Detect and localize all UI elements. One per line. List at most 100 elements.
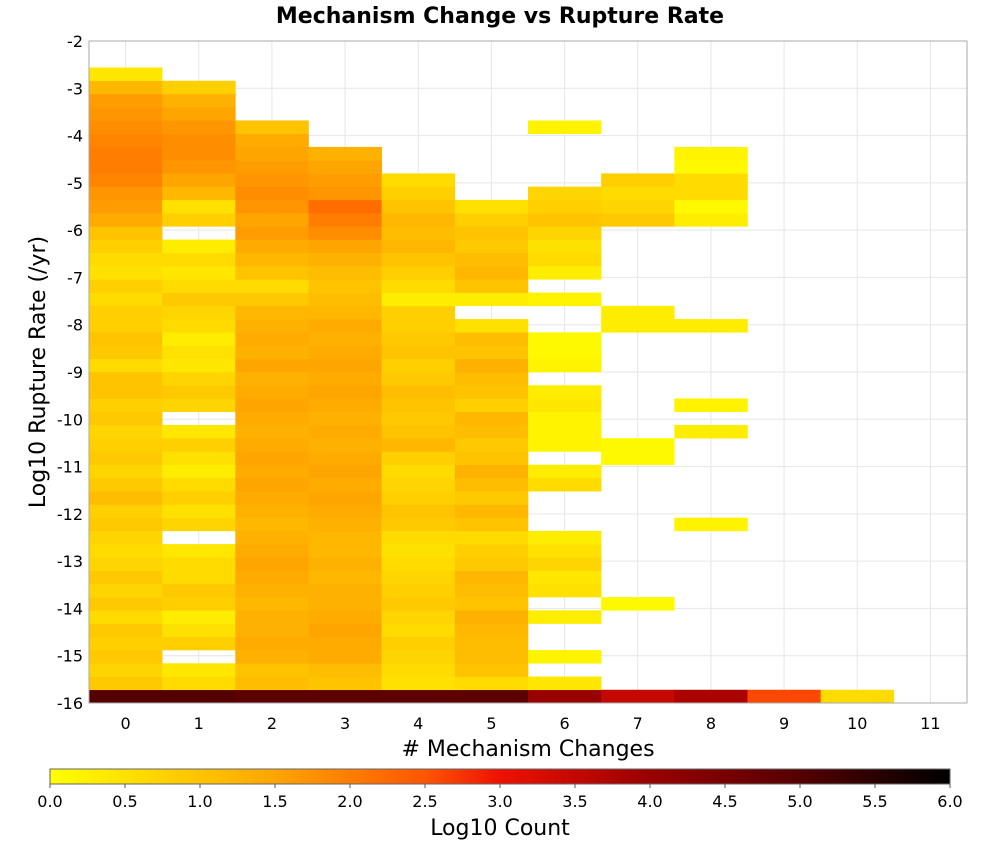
heatmap-cell [528, 252, 602, 267]
heatmap-cell [89, 570, 163, 585]
heatmap-cell [454, 411, 529, 426]
heatmap-cell [308, 464, 382, 479]
y-ticks: -2 -3 -4 -5 -6 -7 -8 -9 -10 -11 -12 -13 -14 -15 -16 [57, 32, 83, 713]
heatmap-cell [381, 213, 456, 227]
heatmap-cell [89, 385, 163, 399]
y-axis-label: Log10 Rupture Rate (/yr) [26, 236, 51, 508]
heatmap-cell [308, 663, 382, 677]
heatmap-cell [235, 252, 309, 267]
heatmap-cell [89, 292, 163, 307]
heatmap-cell [381, 186, 456, 201]
heatmap-cell [381, 650, 456, 664]
heatmap-cell [235, 120, 309, 134]
heatmap-cell [162, 544, 236, 558]
heatmap-cell [528, 676, 602, 691]
heatmap-cell [89, 80, 163, 95]
heatmap-cell [381, 424, 456, 439]
heatmap-cell [308, 239, 382, 254]
colorbar-tick-label: 0.0 [37, 792, 62, 811]
heatmap-cell [381, 504, 456, 518]
heatmap-cell [162, 570, 236, 585]
x-tick-label: 7 [633, 714, 643, 733]
heatmap-cell [381, 252, 456, 267]
heatmap-cell [381, 570, 456, 585]
heatmap-cell [89, 411, 163, 426]
y-tick-label: -15 [57, 647, 83, 666]
heatmap-cell [381, 385, 456, 399]
heatmap-cell [454, 583, 529, 598]
y-tick-label: -4 [67, 127, 83, 146]
heatmap-cell [162, 332, 236, 346]
heatmap-cell [381, 676, 456, 691]
heatmap-cell [89, 491, 163, 505]
heatmap-cell [162, 199, 236, 214]
heatmap-cell [162, 93, 236, 108]
heatmap-cell [528, 650, 602, 664]
heatmap-cell [454, 491, 529, 505]
heatmap-cell [162, 146, 236, 161]
heatmap-cell [89, 530, 163, 545]
heatmap-cell [162, 623, 236, 638]
heatmap-cell [89, 173, 163, 187]
heatmap-cell [162, 663, 236, 677]
heatmap-cell [674, 160, 748, 174]
heatmap-cell [454, 213, 529, 227]
heatmap-cell [381, 689, 456, 704]
heatmap-cell [235, 226, 309, 240]
heatmap-cell [162, 464, 236, 479]
heatmap-cell [674, 319, 748, 333]
heatmap-cell [454, 385, 529, 399]
heatmap-cell [89, 689, 163, 704]
heatmap-cell [381, 226, 456, 240]
heatmap-cell [162, 398, 236, 413]
colorbar-tick-label: 1.5 [262, 792, 287, 811]
heatmap-cell [674, 398, 748, 413]
heatmap-cell [454, 358, 529, 373]
heatmap-cell [528, 213, 602, 227]
heatmap-cell [235, 597, 309, 611]
heatmap-cell [89, 67, 163, 82]
y-tick-label: -10 [57, 410, 83, 429]
heatmap-cell [528, 239, 602, 254]
heatmap-cell [235, 491, 309, 505]
heatmap-cell [308, 597, 382, 611]
y-tick-label: -9 [67, 363, 83, 382]
heatmap-cell [308, 160, 382, 174]
heatmap-cell [454, 676, 529, 691]
heatmap-cell [528, 530, 602, 545]
heatmap-cell [308, 186, 382, 201]
colorbar-tick-label: 0.5 [112, 792, 137, 811]
heatmap-cell [89, 358, 163, 373]
heatmap-cell [308, 557, 382, 571]
heatmap-cell [235, 266, 309, 280]
heatmap-cell [162, 160, 236, 174]
heatmap-cell [162, 610, 236, 624]
heatmap-cell [381, 530, 456, 545]
heatmap-cell [162, 80, 236, 95]
heatmap-cell [162, 597, 236, 611]
heatmap-cell [89, 133, 163, 148]
heatmap-cell [308, 610, 382, 624]
heatmap-cell [381, 544, 456, 558]
heatmap-cell [308, 332, 382, 346]
heatmap-cell [89, 663, 163, 677]
heatmap-cell [89, 636, 163, 651]
heatmap-cell [454, 398, 529, 413]
colorbar-tick-label: 2.0 [337, 792, 362, 811]
heatmap-cell [381, 411, 456, 426]
heatmap-cell [89, 266, 163, 280]
heatmap-cell [674, 199, 748, 214]
heatmap-cell [235, 305, 309, 320]
heatmap-cell [381, 636, 456, 651]
x-tick-label: 4 [413, 714, 423, 733]
heatmap-cell [308, 305, 382, 320]
y-tick-label: -7 [67, 268, 83, 287]
heatmap-cell [528, 358, 602, 373]
heatmap-cell [162, 451, 236, 465]
heatmap-cell [528, 610, 602, 624]
heatmap-cell [454, 372, 529, 386]
heatmap-cell [454, 663, 529, 677]
colorbar-tick-label: 6.0 [937, 792, 962, 811]
x-tick-label: 1 [194, 714, 204, 733]
colorbar-label: Log10 Count [430, 816, 570, 841]
